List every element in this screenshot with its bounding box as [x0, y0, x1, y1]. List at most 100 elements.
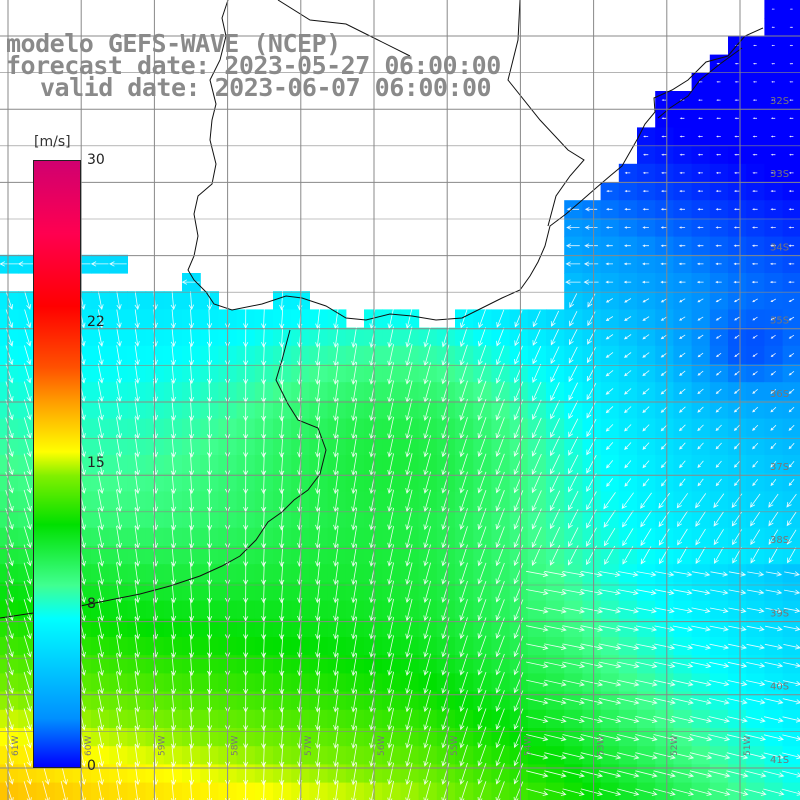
wind-arrow: [726, 752, 749, 760]
wind-arrow: [624, 424, 632, 432]
wind-arrow: [654, 607, 675, 614]
wind-arrow: [261, 326, 267, 348]
wind-arrow: [5, 309, 14, 329]
wind-arrow: [5, 291, 14, 310]
wind-arrow: [5, 690, 14, 712]
wind-speed-cell: [600, 309, 620, 329]
wind-arrow: [568, 418, 579, 438]
wind-speed-cell: [637, 491, 656, 511]
wind-arrow: [441, 599, 450, 622]
longitude-label: 54W: [523, 736, 533, 756]
wind-arrow: [568, 490, 579, 511]
wind-arrow: [770, 171, 776, 174]
wind-speed-cell: [691, 436, 711, 456]
wind-arrow: [513, 435, 524, 457]
latitude-label: 32S: [770, 96, 789, 107]
wind-arrow: [679, 352, 686, 358]
wind-arrow: [782, 680, 800, 687]
wind-speed-cell: [564, 418, 583, 438]
wind-arrow: [770, 460, 777, 468]
wind-arrow: [97, 381, 104, 403]
wind-speed-cell: [746, 527, 765, 547]
wind-arrow: [116, 291, 122, 310]
wind-speed-cell: [637, 509, 656, 529]
wind-speed-cell: [564, 782, 583, 800]
wind-speed-cell: [564, 436, 583, 456]
wind-arrow: [671, 716, 695, 723]
wind-arrow: [477, 417, 487, 439]
wind-speed-cell: [546, 436, 565, 456]
wind-arrow: [405, 580, 413, 604]
wind-arrow: [351, 689, 358, 713]
wind-arrow: [544, 661, 567, 669]
wind-speed-cell: [564, 473, 583, 492]
wind-speed-cell: [764, 455, 784, 474]
wind-arrow: [642, 334, 650, 340]
wind-speed-cell: [618, 418, 638, 438]
wind-arrow: [423, 326, 431, 348]
wind-arrow: [459, 744, 468, 767]
wind-arrow: [495, 453, 505, 476]
wind-speed-cell: [728, 527, 747, 547]
wind-arrow: [635, 770, 658, 778]
wind-arrow: [23, 399, 32, 421]
wind-arrow: [23, 417, 32, 439]
wind-speed-cell: [655, 309, 674, 329]
wind-arrow: [5, 453, 14, 476]
wind-arrow: [661, 171, 667, 174]
wind-speed-cell: [527, 782, 547, 800]
wind-arrow: [562, 661, 585, 669]
wind-arrow: [562, 752, 585, 760]
wind-arrow: [788, 280, 795, 284]
wind-arrow: [477, 453, 487, 476]
wind-arrow: [697, 190, 703, 193]
wind-arrow: [206, 507, 213, 531]
wind-arrow: [441, 326, 450, 348]
wind-arrow: [715, 298, 722, 303]
wind-arrow: [715, 370, 722, 376]
longitude-label: 60W: [84, 736, 94, 756]
wind-arrow: [789, 8, 793, 10]
wind-arrow: [642, 478, 650, 487]
wind-speed-cell: [673, 400, 693, 420]
wind-speed-cell: [618, 491, 638, 511]
wind-speed-cell: [673, 473, 693, 492]
wind-arrow: [315, 525, 321, 549]
wind-speed-cell: [673, 418, 693, 438]
wind-arrow: [733, 442, 740, 450]
wind-arrow: [635, 697, 658, 705]
wind-arrow: [728, 589, 747, 595]
wind-arrow: [764, 716, 784, 723]
wind-arrow: [606, 208, 613, 211]
wind-speed-cell: [582, 782, 602, 800]
wind-arrow: [734, 370, 740, 376]
wind-arrow: [495, 345, 505, 366]
wind-arrow: [134, 525, 141, 549]
wind-arrow: [679, 171, 685, 174]
wind-arrow: [477, 726, 487, 749]
wind-arrow: [658, 492, 671, 509]
wind-arrow: [261, 671, 267, 695]
wind-speed-cell: [600, 418, 620, 438]
wind-arrow: [477, 708, 487, 731]
wind-arrow: [768, 529, 779, 545]
wind-speed-cell: [618, 364, 638, 383]
wind-arrow: [716, 117, 721, 120]
wind-arrow: [441, 708, 450, 731]
wind-arrow: [532, 363, 542, 384]
wind-arrow: [477, 744, 487, 767]
wind-arrow: [605, 352, 614, 358]
wind-arrow: [423, 489, 431, 512]
wind-arrow: [744, 788, 767, 796]
wind-arrow: [580, 788, 603, 796]
wind-arrow: [617, 697, 640, 705]
wind-arrow: [771, 99, 775, 101]
wind-speed-cell: [564, 364, 583, 383]
wind-arrow: [531, 490, 542, 512]
wind-arrow: [653, 770, 676, 778]
wind-arrow: [562, 788, 585, 796]
wind-arrow: [109, 261, 127, 267]
wind-arrow: [441, 489, 450, 512]
wind-arrow: [660, 442, 668, 450]
